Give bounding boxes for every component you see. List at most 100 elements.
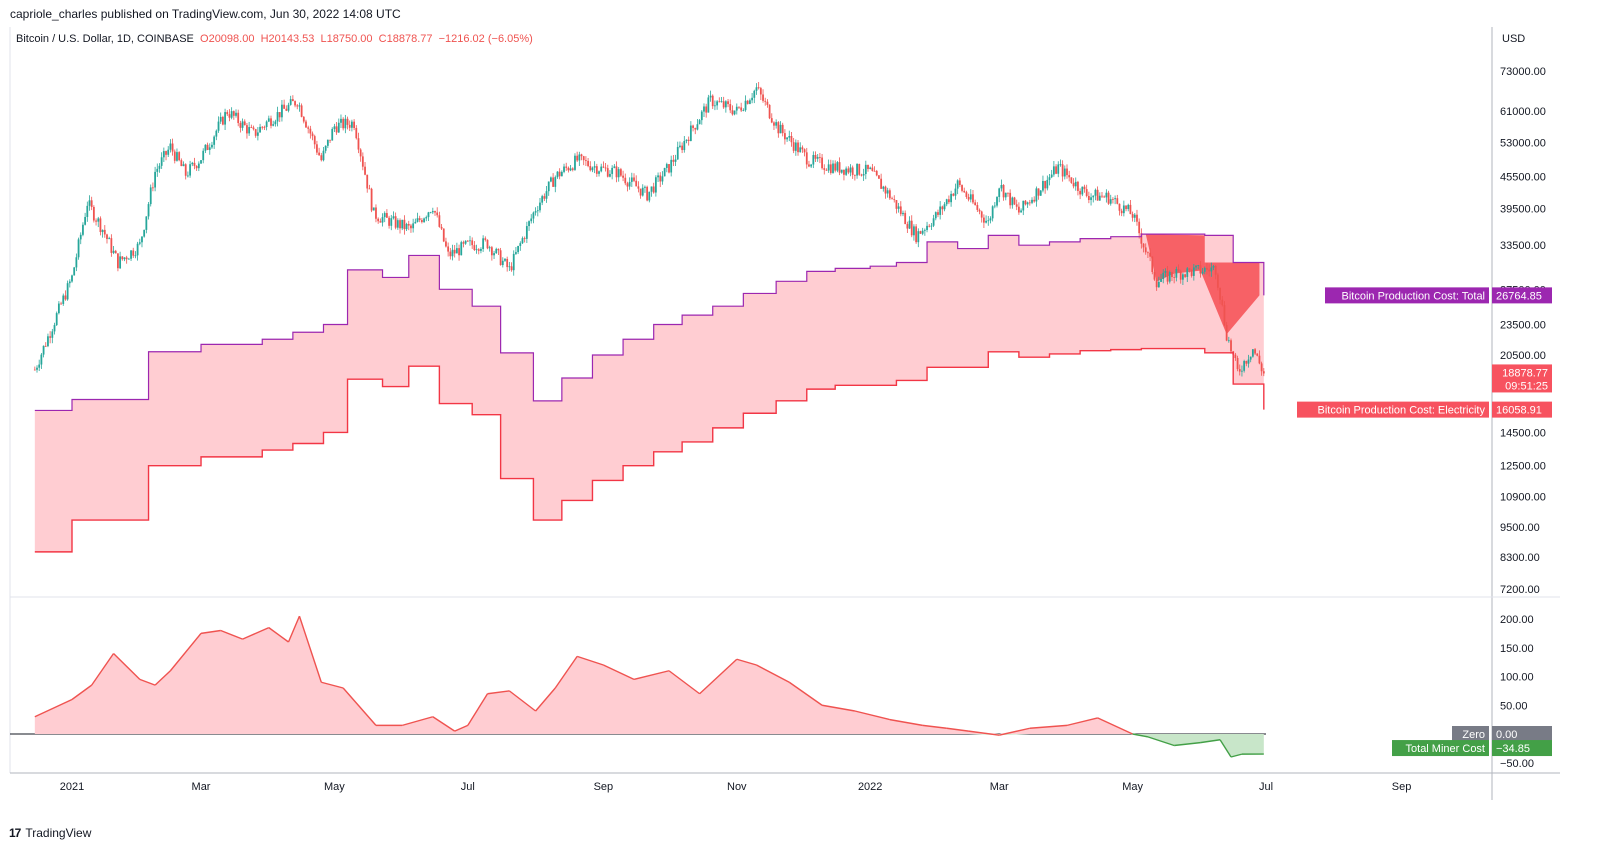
candle-body [871, 167, 874, 171]
candle-body [541, 196, 544, 203]
candle [147, 201, 150, 220]
candle [836, 161, 839, 173]
candle [1147, 251, 1149, 259]
candle-body [294, 101, 296, 106]
candle-body [1074, 181, 1077, 187]
candle-body [888, 190, 891, 199]
candle [73, 266, 76, 276]
candle [1238, 364, 1241, 376]
candle-body [1192, 267, 1195, 276]
candle-body [1039, 190, 1042, 196]
candle [447, 242, 450, 257]
candle-body [1260, 363, 1263, 372]
candle-body [36, 367, 38, 370]
footer-brand[interactable]: 17 TradingView [9, 826, 91, 840]
candle [952, 192, 955, 197]
candle [923, 228, 926, 236]
candle-body [882, 186, 885, 189]
candle-body [766, 101, 769, 105]
time-axis-tick-label: Sep [1392, 781, 1412, 793]
candle [1212, 264, 1215, 271]
candle-body [757, 87, 760, 89]
candle [359, 148, 362, 162]
candle [351, 119, 353, 132]
candle-body [381, 217, 384, 223]
candle [899, 201, 902, 217]
candle-body [377, 218, 380, 222]
candle [401, 219, 404, 231]
candle-body [598, 171, 600, 174]
oscillator-line-segment [467, 693, 489, 726]
candle-body [182, 164, 185, 167]
electricity-cost-value-tag-bg [1492, 401, 1552, 418]
time-axis-tick-label: May [324, 781, 345, 793]
candle-body [99, 218, 102, 233]
candle [773, 121, 775, 130]
oscillator-line-segment [535, 687, 556, 712]
candle [318, 147, 321, 156]
candle [681, 142, 684, 154]
candle-body [1120, 210, 1123, 214]
candle [980, 210, 983, 223]
oscillator-line-segment [1066, 717, 1098, 727]
candle-body [482, 238, 485, 250]
candle-body [910, 220, 913, 236]
candle [720, 96, 723, 103]
candle-body [622, 175, 624, 178]
candle-body [840, 169, 843, 173]
candle [309, 125, 312, 139]
candle-body [652, 186, 655, 193]
candle [945, 198, 948, 207]
candle-body [117, 253, 119, 269]
candle [455, 242, 458, 254]
candle [552, 173, 554, 187]
candle [189, 160, 191, 178]
candle [1249, 356, 1252, 363]
candle-body [641, 187, 644, 196]
candle [272, 120, 275, 127]
candle [274, 119, 277, 127]
candle-body [136, 243, 139, 256]
candle [1236, 355, 1239, 372]
candle [788, 130, 791, 142]
candle-body [700, 111, 703, 121]
price-axis-tick-label: 39500.00 [1500, 203, 1546, 215]
candle-body [73, 267, 76, 276]
candle [700, 110, 703, 125]
candle [733, 110, 736, 116]
candle [893, 195, 896, 203]
candle [604, 162, 607, 172]
candle [644, 185, 646, 193]
candle [797, 139, 799, 156]
candle-body [506, 258, 509, 268]
oscillator-line-segment [946, 727, 969, 732]
symbol-legend[interactable]: Bitcoin / U.S. Dollar, 1D, COINBASE O200… [16, 33, 533, 45]
candle [1087, 191, 1090, 204]
candle-body [1096, 189, 1099, 201]
candle-body [44, 345, 47, 347]
candle [759, 86, 762, 101]
price-axis-tick-label: 45500.00 [1500, 172, 1546, 184]
candle-body [1241, 370, 1243, 372]
candle [576, 151, 579, 163]
candle [814, 151, 817, 162]
candle [490, 245, 493, 261]
candle [165, 150, 167, 161]
candle [908, 216, 911, 230]
candle [239, 120, 242, 133]
price-axis-tick-label: 9500.00 [1500, 522, 1540, 534]
candle [709, 90, 712, 102]
candle-body [707, 97, 710, 113]
candle [1020, 208, 1022, 213]
candle-body [1085, 189, 1088, 196]
oscillator-line-segment [287, 615, 301, 643]
candle [1072, 178, 1075, 189]
candle [832, 160, 834, 174]
candle [1046, 175, 1049, 191]
candle [246, 123, 248, 139]
oscillator-line-segment [603, 664, 635, 681]
candle [506, 256, 509, 272]
candle [287, 102, 290, 113]
candle-body [1098, 195, 1101, 201]
